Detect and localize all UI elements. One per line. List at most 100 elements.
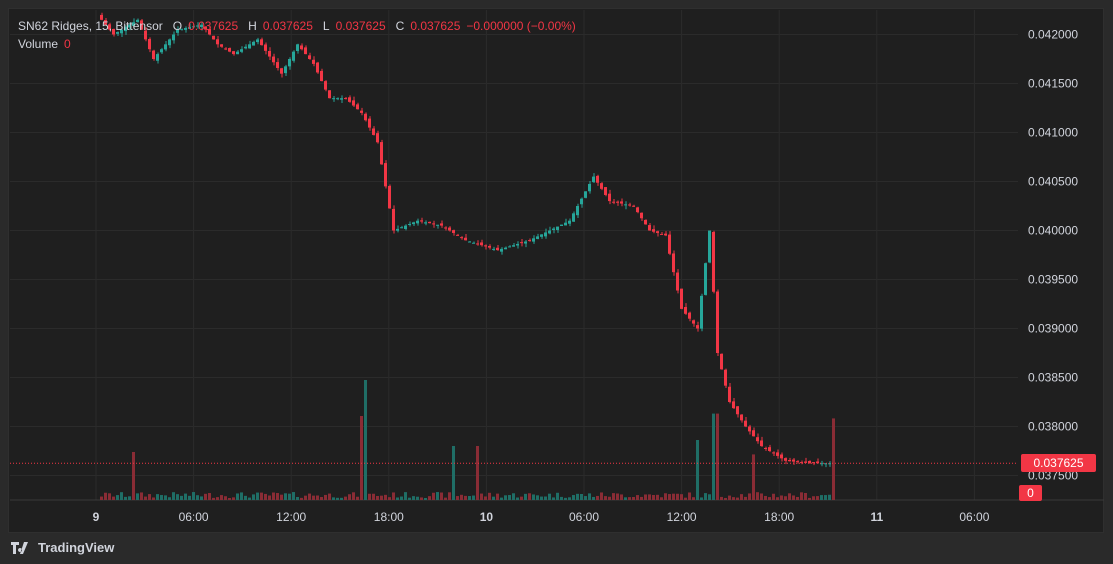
- volume-bar: [656, 494, 659, 500]
- volume-bar: [724, 497, 727, 500]
- volume-bar: [736, 497, 739, 500]
- volume-bar: [796, 496, 799, 500]
- volume-bar: [284, 493, 287, 500]
- volume-bar: [464, 495, 467, 500]
- volume-bar: [536, 495, 539, 500]
- volume-bar: [708, 494, 711, 500]
- candle-body: [272, 56, 275, 63]
- volume-bar: [340, 497, 343, 500]
- volume-bar: [420, 497, 423, 500]
- candle-body: [392, 208, 395, 231]
- volume-bar: [180, 495, 183, 500]
- chart-area[interactable]: [8, 8, 1104, 533]
- volume-bar: [188, 495, 191, 500]
- candle-body: [464, 237, 467, 241]
- candle-body: [240, 49, 243, 52]
- candle-body: [412, 222, 415, 225]
- candle-body: [588, 183, 591, 192]
- x-tick-label: 06:00: [569, 510, 599, 524]
- candle-body: [528, 240, 531, 242]
- candle-body: [656, 231, 659, 233]
- candle-body: [204, 26, 207, 30]
- volume-bar: [496, 493, 499, 500]
- brand-name: TradingView: [38, 540, 115, 555]
- volume-bar: [552, 497, 555, 500]
- volume-bar: [156, 494, 159, 500]
- volume-bar: [460, 494, 463, 500]
- candle-body: [744, 420, 747, 427]
- candle-body: [764, 447, 767, 449]
- volume-bar: [452, 446, 455, 500]
- volume-label[interactable]: Volume: [18, 37, 59, 51]
- candle-body: [108, 24, 111, 30]
- volume-bar: [224, 496, 227, 500]
- volume-bar: [316, 495, 319, 500]
- candle-body: [196, 25, 199, 27]
- candle-body: [652, 229, 655, 232]
- candle-body: [792, 459, 795, 462]
- volume-bar: [348, 494, 351, 500]
- volume-bar: [560, 496, 563, 500]
- volume-bar: [384, 494, 387, 500]
- volume-bar: [244, 495, 247, 500]
- candle-body: [264, 44, 267, 51]
- volume-bar: [140, 492, 143, 500]
- candle-body: [104, 20, 107, 25]
- candle-body: [804, 461, 807, 463]
- volume-bar: [824, 495, 827, 500]
- last-price-tag: 0.037625: [1021, 454, 1096, 473]
- candle-body: [716, 291, 719, 353]
- volume-bar: [728, 495, 731, 500]
- candle-body: [592, 176, 595, 183]
- candle-body: [232, 51, 235, 55]
- candle-body: [268, 50, 271, 57]
- volume-bar: [184, 493, 187, 500]
- candle-body: [564, 222, 567, 226]
- candle-body: [360, 110, 363, 113]
- volume-bar: [660, 497, 663, 500]
- candle-body: [248, 44, 251, 49]
- candle-body: [316, 62, 319, 73]
- volume-bar: [704, 493, 707, 500]
- candle-body: [820, 463, 823, 465]
- y-tick-label: 0.038000: [1028, 420, 1078, 434]
- candle-body: [540, 234, 543, 237]
- volume-bar: [696, 440, 699, 500]
- candle-body: [432, 223, 435, 225]
- volume-bar: [372, 493, 375, 500]
- candle-body: [368, 118, 371, 128]
- volume-bar: [336, 497, 339, 500]
- volume-bar: [624, 497, 627, 500]
- candle-body: [348, 97, 351, 102]
- candle-body: [680, 288, 683, 309]
- volume-bar: [240, 492, 243, 500]
- candle-body: [288, 59, 291, 67]
- candle-body: [756, 437, 759, 442]
- tradingview-icon: [11, 541, 28, 554]
- candle-body: [668, 234, 671, 254]
- candle-body: [788, 459, 791, 462]
- tradingview-logo[interactable]: TradingView: [11, 540, 114, 555]
- candle-body: [140, 20, 143, 30]
- candle-body: [208, 28, 211, 35]
- volume-bar: [612, 493, 615, 500]
- volume-bar: [684, 497, 687, 500]
- candle-body: [732, 401, 735, 409]
- volume-bar: [392, 492, 395, 500]
- candle-body: [568, 220, 571, 224]
- volume-bar: [744, 496, 747, 500]
- volume-bar: [832, 418, 835, 500]
- y-tick-label: 0.040500: [1028, 175, 1078, 189]
- candle-body: [200, 24, 203, 27]
- candle-body: [336, 98, 339, 100]
- volume-bar: [408, 497, 411, 500]
- symbol-title[interactable]: SN62 Ridges, 15, Bittensor: [18, 19, 163, 33]
- candle-body: [520, 242, 523, 244]
- volume-bar: [484, 496, 487, 500]
- volume-bar: [220, 495, 223, 500]
- candle-body: [548, 230, 551, 234]
- candle-body: [428, 221, 431, 224]
- volume-bar: [540, 496, 543, 500]
- volume-bar: [132, 452, 135, 500]
